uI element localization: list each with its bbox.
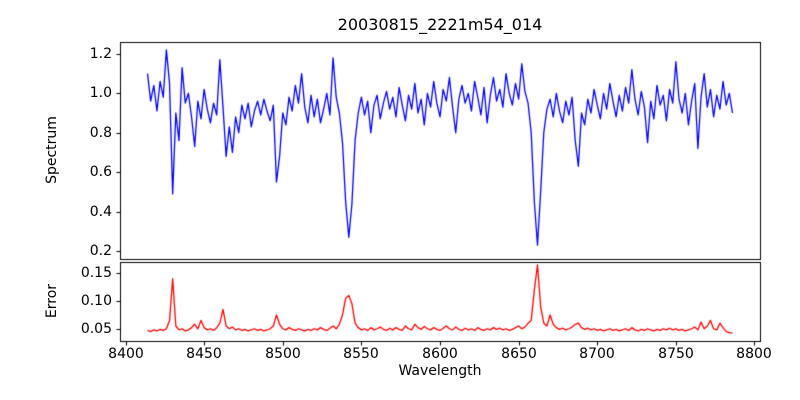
x-tick-label: 8600 [422, 346, 458, 362]
y-tick-label: 0.10 [80, 293, 112, 309]
y-tick-label: 0.8 [89, 125, 112, 141]
x-tick-label: 8650 [501, 346, 537, 362]
y-tick-label: 0.2 [89, 243, 112, 259]
x-tick-label: 8800 [736, 346, 772, 362]
chart-title: 20030815_2221m54_014 [337, 15, 543, 34]
y-tick-label: 0.4 [89, 204, 112, 220]
y-tick-label: 0.05 [80, 321, 112, 337]
x-axis-label: Wavelength [398, 363, 482, 379]
x-tick-label: 8700 [579, 346, 615, 362]
x-tick-label: 8550 [343, 346, 379, 362]
y-tick-label: 1.0 [89, 85, 112, 101]
y-tick-label: 1.2 [89, 46, 112, 62]
y-tick-label: 0.15 [80, 265, 112, 281]
x-tick-label: 8500 [265, 346, 301, 362]
x-tick-label: 8750 [658, 346, 694, 362]
x-tick-label: 8450 [186, 346, 222, 362]
y-tick-label: 0.6 [89, 164, 112, 180]
x-tick-label: 8400 [108, 346, 144, 362]
